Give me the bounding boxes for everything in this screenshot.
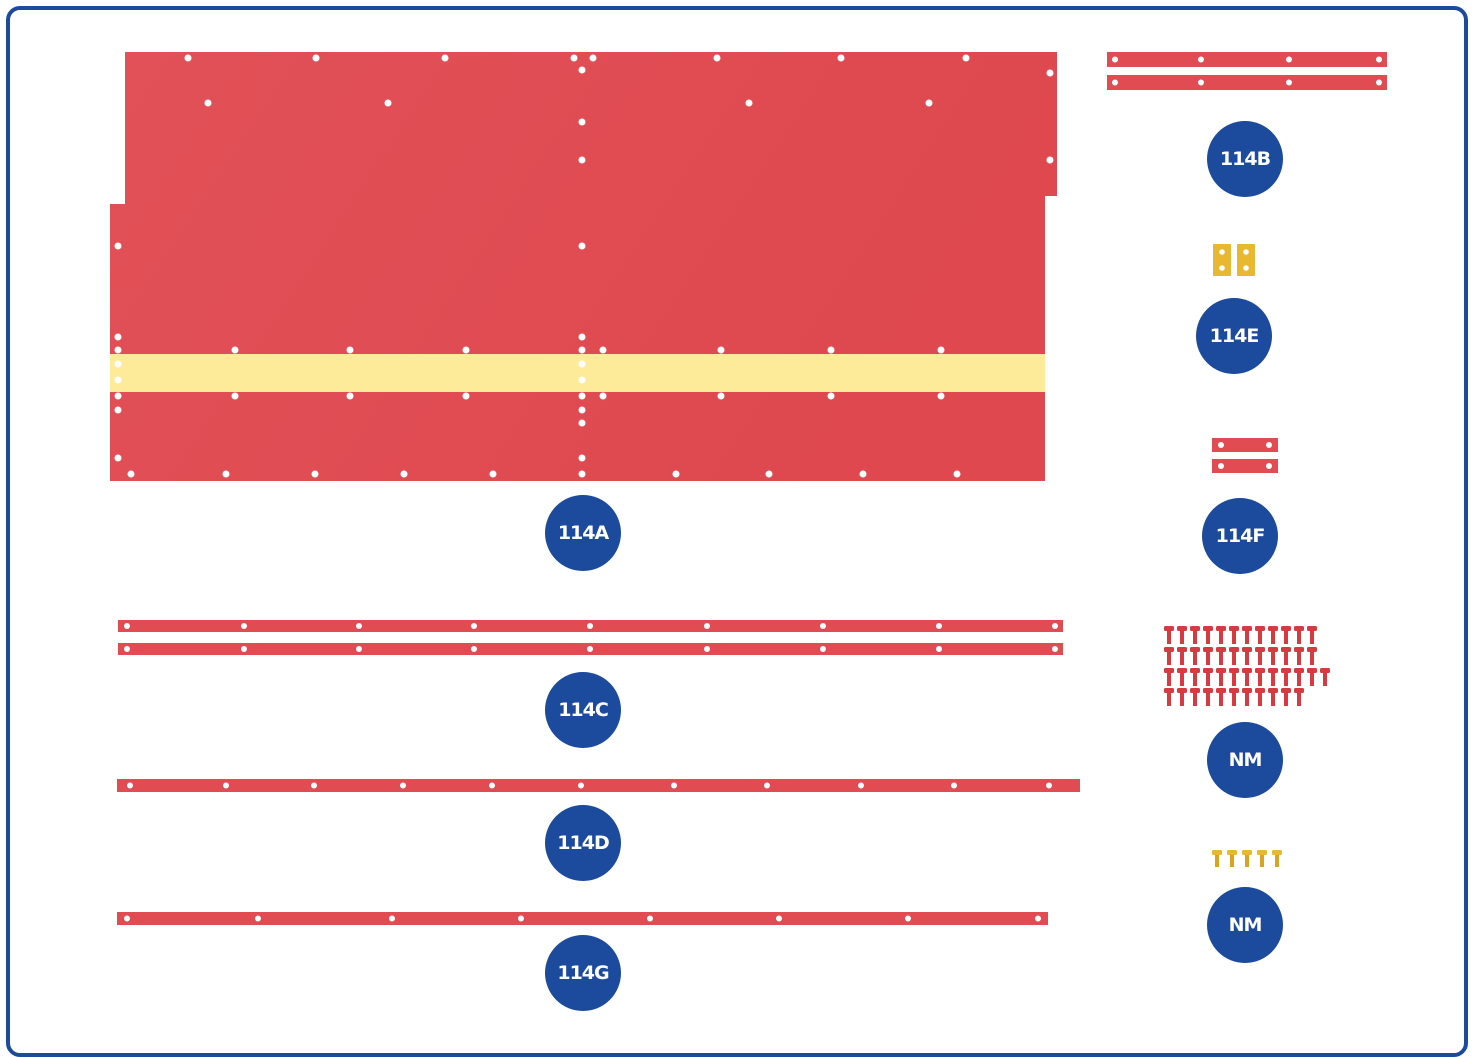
plate-114e-2 [1237, 244, 1255, 276]
badge-114f: 114F [1202, 498, 1278, 574]
badge-nm-brass: NM [1207, 887, 1283, 963]
plate-114f-1 [1212, 438, 1278, 452]
badge-nm-red: NM [1207, 722, 1283, 798]
badge-114e: 114E [1196, 298, 1272, 374]
panel-114a-holes [114, 54, 1054, 478]
badge-114a: 114A [545, 495, 621, 571]
screw-row-2 [1164, 647, 1317, 665]
screw-row-3 [1164, 668, 1330, 686]
screw-row-1 [1164, 626, 1317, 644]
badge-114g: 114G [545, 935, 621, 1011]
plate-114e-1 [1213, 244, 1231, 276]
screws-nm-red [1164, 626, 1330, 706]
panel-114a-tape [110, 354, 1045, 392]
panel-114a [110, 52, 1057, 481]
strip-114b-1 [1107, 52, 1387, 67]
plate-114f-2 [1212, 459, 1278, 473]
screw-row-4 [1164, 688, 1304, 706]
badge-114c: 114C [545, 672, 621, 748]
strips-114b [1107, 52, 1387, 90]
strips-114c [118, 620, 1063, 655]
strip-114d [117, 779, 1080, 792]
badge-114b: 114B [1207, 121, 1283, 197]
plates-114f [1212, 438, 1278, 473]
screws-nm-brass [1212, 850, 1282, 867]
plates-114e [1213, 244, 1255, 276]
strip-114b-2 [1107, 75, 1387, 90]
badge-114d: 114D [545, 805, 621, 881]
panel-114a-body [110, 52, 1057, 481]
strip-114g [117, 912, 1048, 925]
